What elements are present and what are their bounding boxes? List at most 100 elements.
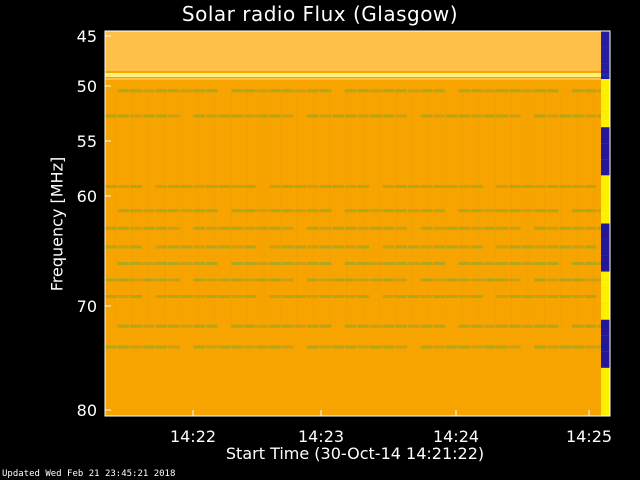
frequency-band-segment <box>281 209 294 213</box>
frequency-band-segment <box>168 114 180 118</box>
frequency-band-segment <box>269 114 281 118</box>
frequency-band-segment <box>572 89 584 93</box>
frequency-band-segment <box>294 295 306 298</box>
frequency-band-segment <box>584 345 597 349</box>
frequency-band-segment <box>382 345 395 349</box>
frequency-band-segment <box>168 89 180 93</box>
vertical-streak <box>395 91 397 327</box>
vertical-streak <box>362 91 364 327</box>
frequency-band-segment <box>534 345 546 349</box>
heatmap-top-region <box>105 31 610 71</box>
frequency-band-segment <box>420 226 433 230</box>
frequency-band-segment <box>130 245 142 249</box>
frequency-band-segment <box>559 114 572 118</box>
frequency-band-segment <box>168 226 180 230</box>
vertical-streak <box>511 91 512 327</box>
frequency-band-segment <box>281 345 294 349</box>
vertical-streak <box>329 91 331 327</box>
frequency-band-segment <box>231 278 243 282</box>
frequency-band-segment <box>445 245 458 249</box>
heatmap-area <box>105 31 610 416</box>
vertical-streak <box>148 91 149 327</box>
frequency-band-segment <box>155 262 168 265</box>
frequency-band-segment <box>420 209 433 213</box>
heatmap-base <box>105 31 610 416</box>
frequency-band-segment <box>584 262 597 265</box>
frequency-band-segment <box>584 226 597 230</box>
frequency-band-segment <box>471 262 483 265</box>
frequency-band-segment <box>370 209 382 213</box>
frequency-band-segment <box>130 295 142 298</box>
frequency-band-segment <box>142 209 155 213</box>
frequency-band-segment <box>231 345 243 349</box>
frequency-band-segment <box>294 185 306 188</box>
frequency-band-segment <box>294 245 306 249</box>
frequency-band-segment <box>509 245 521 249</box>
frequency-band-segment <box>117 89 130 93</box>
frequency-band-segment <box>319 89 332 93</box>
frequency-band-segment <box>572 114 584 118</box>
x-tick-label: 14:23 <box>298 427 344 446</box>
frequency-band-segment <box>534 185 546 188</box>
frequency-band-segment <box>420 324 433 328</box>
frequency-band-segment <box>458 295 471 298</box>
vertical-streak <box>428 91 430 327</box>
frequency-band-segment <box>168 245 180 249</box>
bright-band-edge <box>105 78 610 80</box>
frequency-band-segment <box>584 295 597 298</box>
frequency-band-segment <box>218 345 231 349</box>
frequency-band-segment <box>117 209 130 213</box>
frequency-band-segment <box>269 324 281 328</box>
frequency-band-segment <box>445 226 458 230</box>
frequency-band-segment <box>370 262 382 265</box>
frequency-band-segment <box>155 185 168 188</box>
frequency-band-segment <box>105 278 117 282</box>
frequency-band-segment <box>281 262 294 265</box>
frequency-band-segment <box>206 185 218 188</box>
frequency-band-segment <box>319 262 332 265</box>
frequency-band-segment <box>344 114 357 118</box>
frequency-band-segment <box>420 114 433 118</box>
frequency-band-segment <box>395 185 407 188</box>
frequency-band-segment <box>142 262 155 265</box>
bright-band <box>105 73 610 77</box>
frequency-band-segment <box>281 114 294 118</box>
frequency-band-segment <box>546 114 559 118</box>
frequency-band-segment <box>357 295 370 298</box>
frequency-band-segment <box>332 245 344 249</box>
vertical-streak <box>412 91 413 327</box>
frequency-band-segment <box>408 209 420 213</box>
frequency-band-segment <box>572 209 584 213</box>
frequency-band-segment <box>395 209 407 213</box>
frequency-band-segment <box>206 209 218 213</box>
frequency-band-segment <box>193 226 205 230</box>
frequency-band-segment <box>155 226 168 230</box>
frequency-band-segment <box>168 345 180 349</box>
frequency-band-segment <box>168 278 180 282</box>
frequency-band-segment <box>445 278 458 282</box>
frequency-band-segment <box>319 295 332 298</box>
frequency-band-segment <box>445 185 458 188</box>
frequency-band-segment <box>117 114 130 118</box>
frequency-band-segment <box>370 89 382 93</box>
frequency-band-segment <box>231 185 243 188</box>
frequency-band-segment <box>332 114 344 118</box>
frequency-band-segment <box>471 345 483 349</box>
vertical-streak <box>181 91 182 327</box>
frequency-band-segment <box>433 278 445 282</box>
frequency-band-segment <box>243 324 256 328</box>
frequency-band-segment <box>483 278 496 282</box>
frequency-band-segment <box>206 345 218 349</box>
frequency-band-segment <box>458 89 471 93</box>
frequency-band-segment <box>357 245 370 249</box>
frequency-band-segment <box>344 278 357 282</box>
frequency-band-segment <box>534 226 546 230</box>
frequency-band-segment <box>408 262 420 265</box>
frequency-band-segment <box>572 185 584 188</box>
frequency-band-segment <box>534 209 546 213</box>
frequency-band-segment <box>433 226 445 230</box>
frequency-band-segment <box>584 89 597 93</box>
frequency-band-segment <box>546 324 559 328</box>
frequency-band-segment <box>483 262 496 265</box>
frequency-band-segment <box>584 185 597 188</box>
